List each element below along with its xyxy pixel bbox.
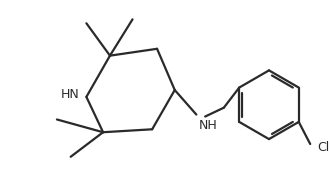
Text: HN: HN bbox=[61, 88, 80, 101]
Text: Cl: Cl bbox=[317, 141, 329, 155]
Text: NH: NH bbox=[198, 119, 217, 132]
